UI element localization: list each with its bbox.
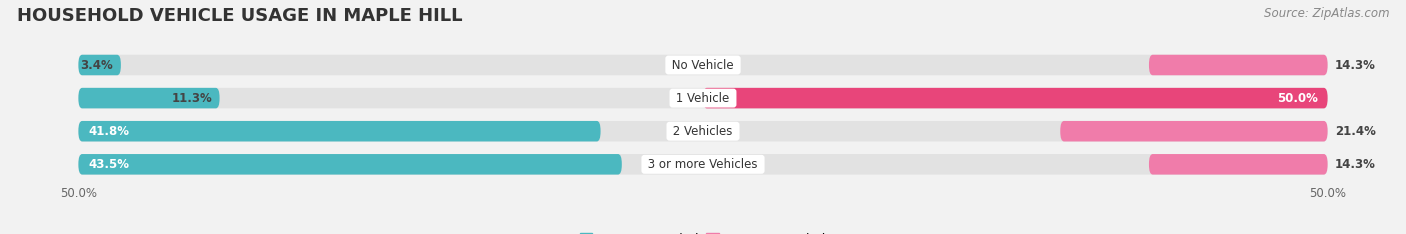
Text: 50.0%: 50.0% [1277, 91, 1317, 105]
FancyBboxPatch shape [1149, 154, 1327, 175]
Text: 2 Vehicles: 2 Vehicles [669, 125, 737, 138]
FancyBboxPatch shape [79, 154, 1327, 175]
Text: No Vehicle: No Vehicle [668, 58, 738, 72]
Text: 3.4%: 3.4% [80, 58, 114, 72]
FancyBboxPatch shape [79, 121, 600, 142]
Text: 41.8%: 41.8% [89, 125, 129, 138]
Text: 14.3%: 14.3% [1336, 158, 1376, 171]
Text: 11.3%: 11.3% [172, 91, 212, 105]
FancyBboxPatch shape [79, 55, 1327, 75]
FancyBboxPatch shape [79, 88, 219, 108]
Text: 43.5%: 43.5% [89, 158, 129, 171]
FancyBboxPatch shape [79, 121, 1327, 142]
FancyBboxPatch shape [1149, 55, 1327, 75]
FancyBboxPatch shape [703, 88, 1327, 108]
Text: 3 or more Vehicles: 3 or more Vehicles [644, 158, 762, 171]
FancyBboxPatch shape [79, 154, 621, 175]
FancyBboxPatch shape [79, 55, 121, 75]
FancyBboxPatch shape [79, 88, 1327, 108]
Text: HOUSEHOLD VEHICLE USAGE IN MAPLE HILL: HOUSEHOLD VEHICLE USAGE IN MAPLE HILL [17, 7, 463, 25]
Text: 1 Vehicle: 1 Vehicle [672, 91, 734, 105]
Legend: Owner-occupied, Renter-occupied: Owner-occupied, Renter-occupied [575, 228, 831, 234]
FancyBboxPatch shape [1060, 121, 1327, 142]
Text: 14.3%: 14.3% [1336, 58, 1376, 72]
Text: Source: ZipAtlas.com: Source: ZipAtlas.com [1264, 7, 1389, 20]
Text: 21.4%: 21.4% [1336, 125, 1376, 138]
